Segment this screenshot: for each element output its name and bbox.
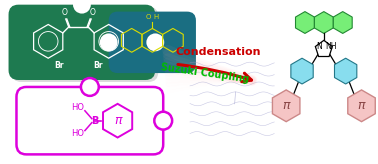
- Text: B: B: [91, 116, 99, 126]
- Text: O: O: [89, 8, 95, 17]
- Text: N: N: [316, 42, 322, 51]
- Text: O: O: [146, 14, 151, 20]
- Text: NH: NH: [325, 42, 336, 51]
- Circle shape: [73, 0, 91, 14]
- Text: O: O: [62, 8, 68, 17]
- Circle shape: [146, 33, 164, 51]
- Text: HO: HO: [71, 129, 84, 138]
- Polygon shape: [315, 40, 332, 57]
- Text: Br: Br: [54, 61, 64, 70]
- Text: π: π: [358, 99, 365, 112]
- Text: Suzuki Coupling: Suzuki Coupling: [160, 62, 250, 84]
- FancyArrowPatch shape: [168, 54, 252, 80]
- Text: π: π: [114, 114, 121, 127]
- Circle shape: [100, 33, 118, 51]
- Polygon shape: [333, 12, 352, 33]
- Circle shape: [81, 78, 99, 96]
- FancyBboxPatch shape: [17, 87, 163, 154]
- FancyBboxPatch shape: [9, 5, 155, 80]
- FancyBboxPatch shape: [109, 12, 196, 73]
- Polygon shape: [296, 12, 314, 33]
- Polygon shape: [273, 90, 300, 122]
- Text: Condensation: Condensation: [175, 47, 260, 57]
- FancyBboxPatch shape: [11, 7, 158, 82]
- Polygon shape: [291, 58, 313, 84]
- Text: π: π: [282, 99, 290, 112]
- Text: Br: Br: [93, 61, 103, 70]
- Polygon shape: [335, 58, 357, 84]
- Text: HO: HO: [71, 103, 84, 112]
- FancyArrowPatch shape: [178, 64, 251, 82]
- Text: H: H: [153, 14, 158, 20]
- Circle shape: [154, 112, 172, 130]
- Polygon shape: [314, 12, 333, 33]
- Polygon shape: [348, 90, 375, 122]
- FancyArrowPatch shape: [168, 51, 252, 80]
- Polygon shape: [103, 104, 132, 138]
